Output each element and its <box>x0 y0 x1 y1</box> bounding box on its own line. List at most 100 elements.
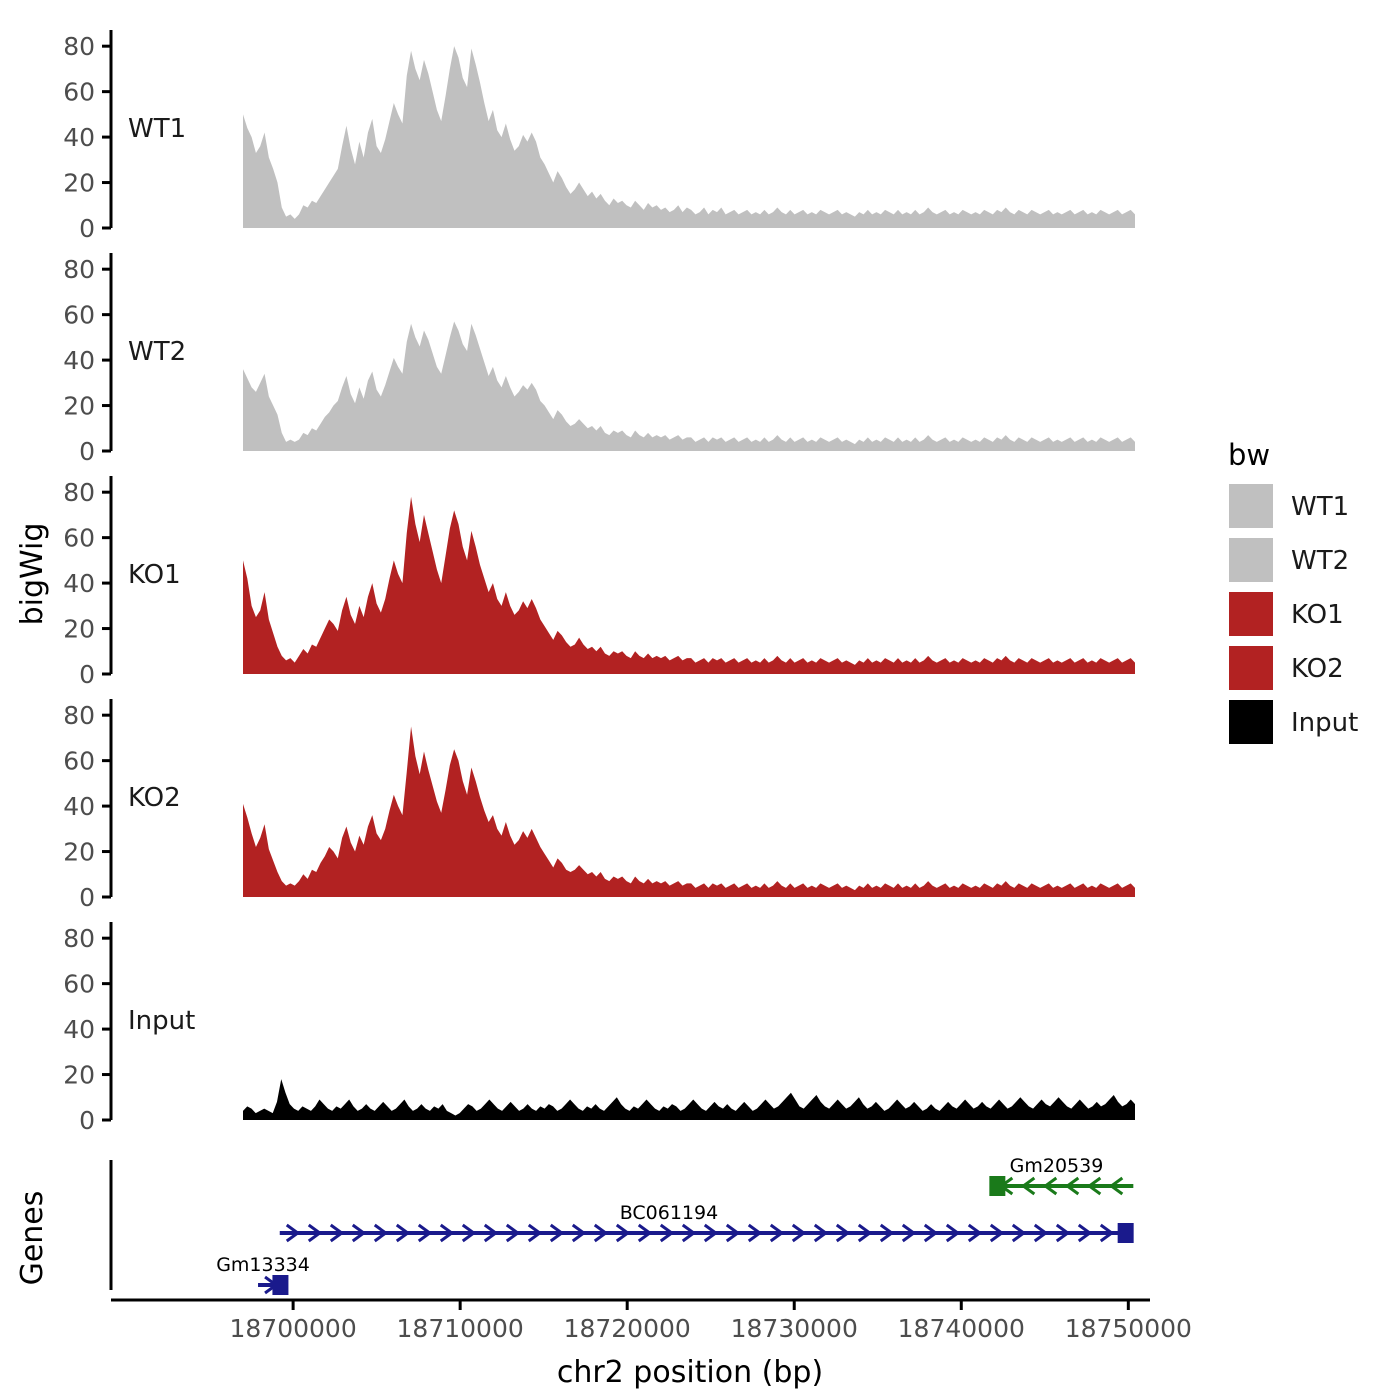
strand-arrow <box>593 1223 609 1243</box>
legend-title: bw <box>1228 438 1270 472</box>
y-tick-label: 0 <box>79 660 95 689</box>
x-tick-label: 18700000 <box>229 1314 356 1343</box>
signal-area-input <box>243 1079 1135 1120</box>
y-tick-label: 0 <box>79 214 95 243</box>
strand-arrow <box>373 1223 389 1243</box>
legend-item-ko2[interactable]: KO2 <box>1229 646 1344 690</box>
strand-arrow <box>1042 1176 1058 1196</box>
signal-area-ko2 <box>243 726 1135 897</box>
legend-label: WT1 <box>1291 492 1349 522</box>
y-tick-label: 40 <box>63 346 95 375</box>
y-tick-label: 80 <box>63 32 95 61</box>
y-tick-label: 60 <box>63 970 95 999</box>
legend-item-wt2[interactable]: WT2 <box>1229 538 1349 582</box>
legend: bw WT1 WT2 KO1 KO2 Input <box>1228 438 1358 744</box>
gene-label: BC061194 <box>620 1202 719 1224</box>
strand-arrow <box>505 1223 521 1243</box>
track-label-wt1: WT1 <box>128 114 186 144</box>
gene-label: Gm13334 <box>216 1254 310 1276</box>
strand-arrow <box>1011 1223 1027 1243</box>
legend-item-ko1[interactable]: KO1 <box>1229 592 1344 636</box>
y-tick-label: 80 <box>63 924 95 953</box>
legend-item-wt1[interactable]: WT1 <box>1229 484 1349 528</box>
y-tick-label: 20 <box>63 1061 95 1090</box>
strand-arrow <box>1020 1176 1036 1196</box>
strand-arrow <box>395 1223 411 1243</box>
legend-label: KO2 <box>1291 654 1344 684</box>
x-axis-title: chr2 position (bp) <box>557 1355 823 1390</box>
strand-arrow <box>1086 1176 1102 1196</box>
track-label-wt2: WT2 <box>128 337 186 367</box>
genes-axis-title: Genes <box>15 1191 50 1286</box>
strand-arrow <box>1064 1176 1080 1196</box>
signal-area-wt1 <box>243 46 1135 229</box>
strand-arrow <box>945 1223 961 1243</box>
strand-arrow <box>417 1223 433 1243</box>
strand-arrow <box>527 1223 543 1243</box>
track-panel-wt1: 0 20 40 60 80 WT1 <box>63 30 1135 243</box>
legend-label: KO1 <box>1291 600 1344 630</box>
gene-end-block <box>989 1176 1006 1196</box>
genes-panel: Genes Gm20539 BC061194 Gm13334 <box>15 1155 1134 1295</box>
track-panel-ko2: 0 20 40 60 80 KO2 <box>63 699 1135 912</box>
x-tick-label: 18740000 <box>898 1314 1025 1343</box>
strand-arrow <box>571 1223 587 1243</box>
strand-arrow <box>615 1223 631 1243</box>
strand-arrow <box>1033 1223 1049 1243</box>
y-tick-label: 0 <box>79 1106 95 1135</box>
x-tick-label: 18730000 <box>731 1314 858 1343</box>
strand-arrow <box>483 1223 499 1243</box>
gene-Gm13334[interactable]: Gm13334 <box>216 1254 310 1295</box>
track-label-input: Input <box>128 1006 195 1036</box>
y-tick-label: 40 <box>63 1015 95 1044</box>
signal-area-wt2 <box>243 321 1135 451</box>
strand-arrow <box>1108 1176 1124 1196</box>
y-tick-label: 60 <box>63 524 95 553</box>
strand-arrow <box>835 1223 851 1243</box>
strand-arrow <box>351 1223 367 1243</box>
y-tick-label: 20 <box>63 838 95 867</box>
strand-arrow <box>998 1176 1014 1196</box>
strand-arrow <box>989 1223 1005 1243</box>
strand-arrow <box>329 1223 345 1243</box>
strand-arrow <box>901 1223 917 1243</box>
y-tick-label: 40 <box>63 123 95 152</box>
y-tick-label: 40 <box>63 792 95 821</box>
strand-arrow <box>461 1223 477 1243</box>
x-tick-label: 18710000 <box>397 1314 524 1343</box>
strand-arrow <box>549 1223 565 1243</box>
gene-BC061194[interactable]: BC061194 <box>279 1202 1134 1243</box>
legend-swatch <box>1229 538 1273 582</box>
strand-arrow <box>1077 1223 1093 1243</box>
gene-end-block <box>272 1275 289 1295</box>
legend-label: WT2 <box>1291 546 1349 576</box>
gene-label: Gm20539 <box>1010 1155 1104 1177</box>
strand-arrow <box>264 1275 279 1295</box>
strand-arrow <box>681 1223 697 1243</box>
legend-swatch <box>1229 592 1273 636</box>
strand-arrow <box>725 1223 741 1243</box>
track-label-ko2: KO2 <box>128 783 181 813</box>
y-tick-label: 80 <box>63 478 95 507</box>
strand-arrow <box>1099 1223 1115 1243</box>
y-tick-label: 0 <box>79 437 95 466</box>
x-tick-label: 18750000 <box>1065 1314 1192 1343</box>
y-tick-label: 20 <box>63 615 95 644</box>
track-panel-input: 0 20 40 60 80 Input <box>63 922 1135 1135</box>
strand-arrow <box>703 1223 719 1243</box>
strand-arrow <box>307 1223 323 1243</box>
y-tick-label: 0 <box>79 883 95 912</box>
strand-arrow <box>967 1223 983 1243</box>
strand-arrow <box>1055 1223 1071 1243</box>
strand-arrow <box>285 1223 301 1243</box>
strand-arrow <box>659 1223 675 1243</box>
legend-swatch <box>1229 484 1273 528</box>
strand-arrow <box>879 1223 895 1243</box>
gene-Gm20539[interactable]: Gm20539 <box>989 1155 1134 1196</box>
strand-arrow <box>769 1223 785 1243</box>
x-tick-label: 18720000 <box>564 1314 691 1343</box>
legend-item-input[interactable]: Input <box>1229 700 1358 744</box>
strand-arrow <box>747 1223 763 1243</box>
